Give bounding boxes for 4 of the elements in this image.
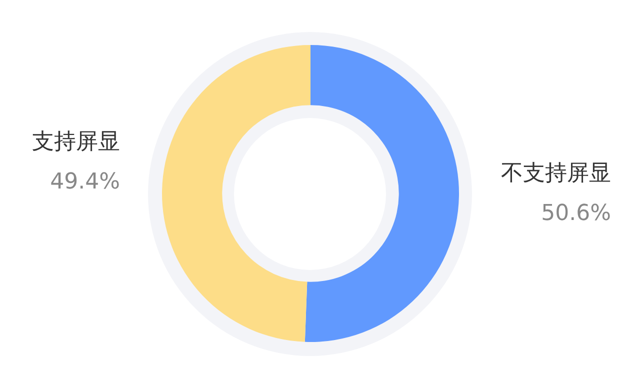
data-label: 50.6% (541, 201, 611, 226)
data-label: 49.4% (50, 169, 120, 194)
slice-label: 支持屏显 (32, 129, 120, 154)
slice-label: 不支持屏显 (501, 161, 611, 186)
